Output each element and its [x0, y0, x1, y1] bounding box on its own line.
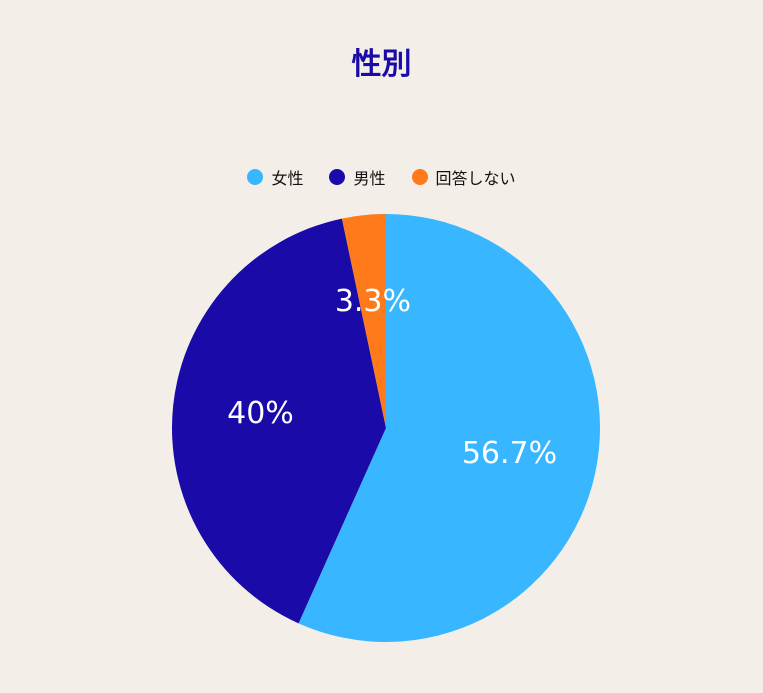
legend-item-male[interactable]: 男性	[329, 165, 386, 189]
legend-swatch-male	[329, 169, 346, 185]
slice-value-label-female: 56.7%	[462, 436, 557, 471]
pie-slice-no-answer[interactable]	[341, 214, 386, 428]
legend-item-female[interactable]: 女性	[247, 165, 303, 189]
chart-title: 性別	[351, 47, 412, 82]
legend-label-male: 男性	[353, 169, 386, 188]
pie-slice-male[interactable]	[172, 218, 386, 624]
chart-legend: 女性 男性 回答しない	[0, 165, 763, 189]
slice-value-label-male: 40%	[227, 396, 294, 431]
pie-slice-female[interactable]	[298, 214, 601, 642]
slice-value-label-no-answer: 3.3%	[335, 284, 411, 319]
legend-swatch-female	[247, 169, 264, 185]
legend-swatch-no-answer	[411, 169, 428, 185]
legend-label-female: 女性	[271, 169, 304, 188]
legend-label-no-answer: 回答しない	[435, 169, 516, 188]
legend-item-no-answer[interactable]: 回答しない	[411, 165, 516, 189]
